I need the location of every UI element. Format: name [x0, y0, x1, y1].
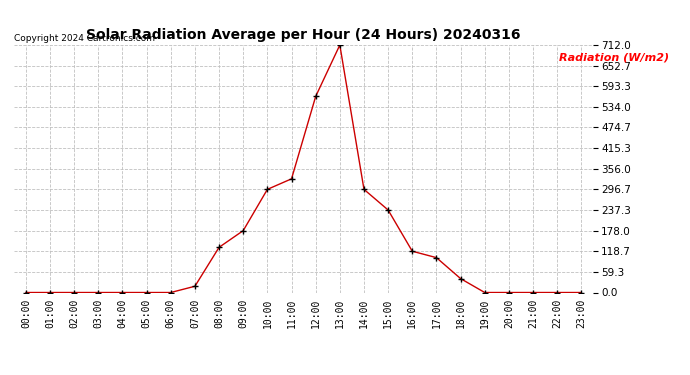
Title: Solar Radiation Average per Hour (24 Hours) 20240316: Solar Radiation Average per Hour (24 Hou…: [86, 28, 521, 42]
Text: Copyright 2024 Cartronics.com: Copyright 2024 Cartronics.com: [14, 33, 155, 42]
Text: Radiation (W/m2): Radiation (W/m2): [559, 53, 669, 62]
